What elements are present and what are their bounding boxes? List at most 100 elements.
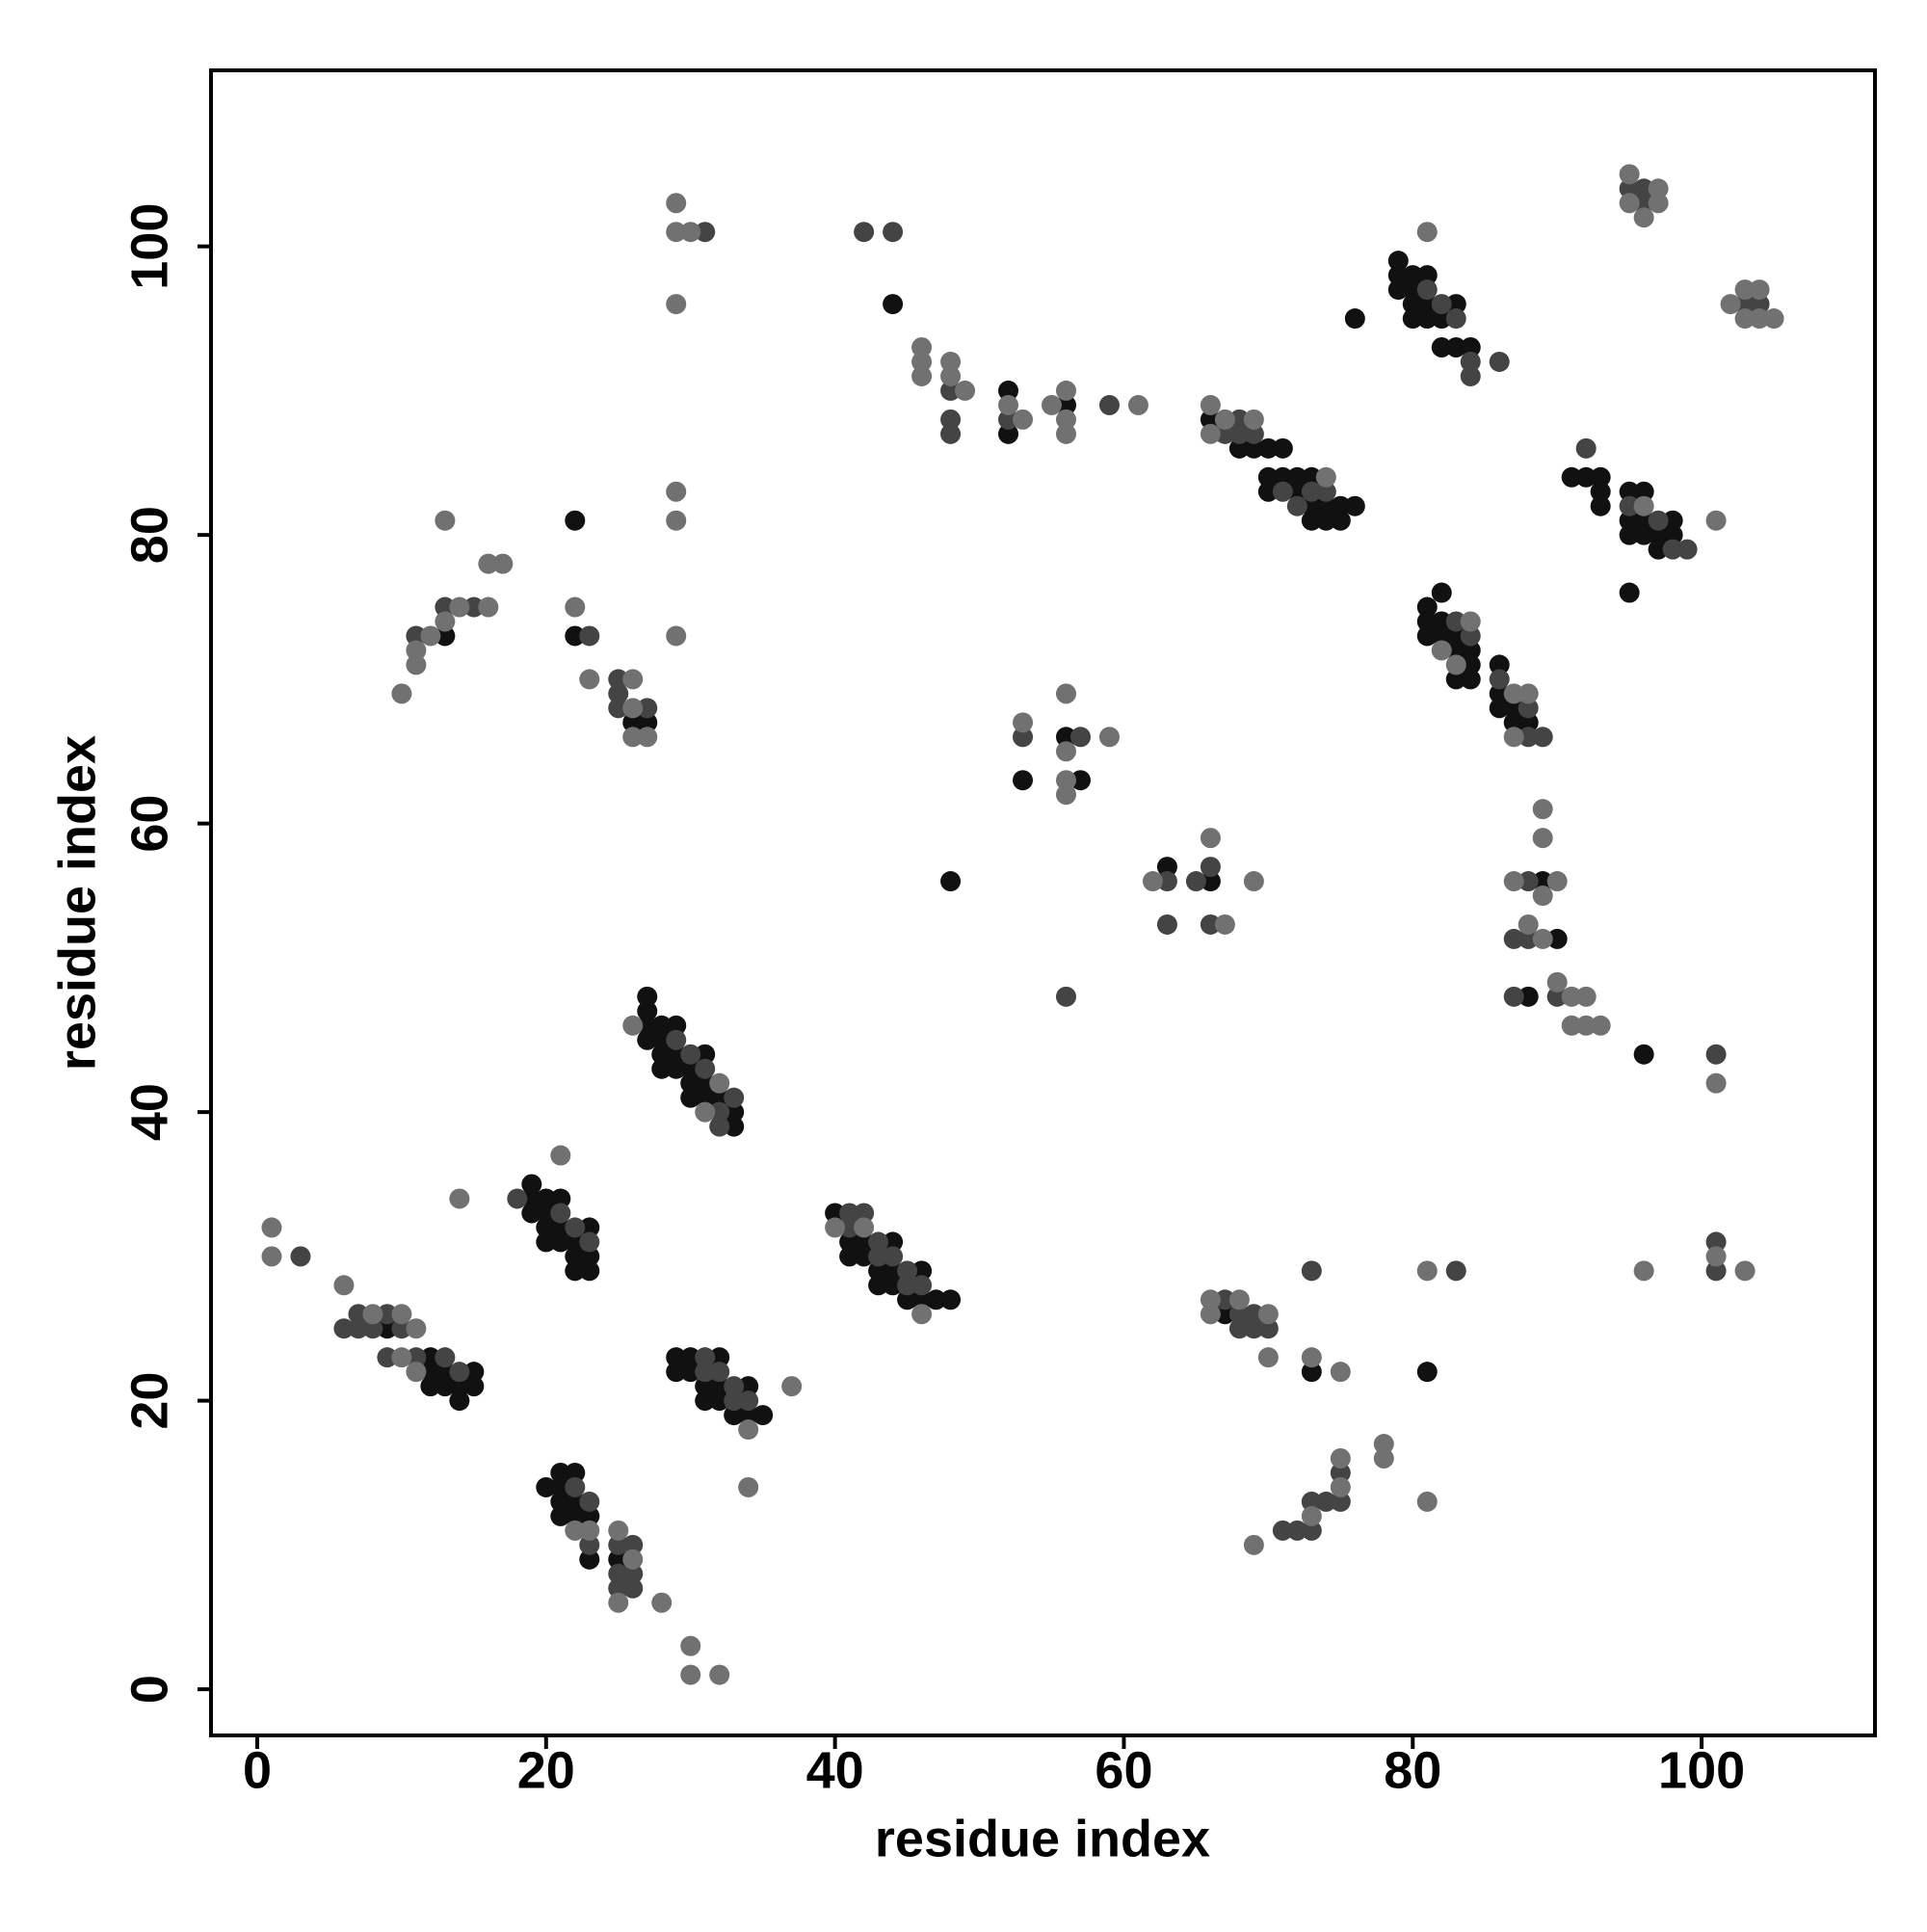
point: [1228, 1289, 1250, 1310]
point: [348, 1318, 369, 1339]
point: [680, 1664, 701, 1685]
point: [1445, 640, 1466, 661]
point: [709, 1376, 730, 1397]
point: [1705, 1260, 1727, 1282]
point: [1460, 625, 1481, 647]
point: [666, 1029, 687, 1050]
point: [1013, 770, 1034, 791]
point: [1013, 409, 1034, 430]
point: [911, 1260, 933, 1282]
point: [666, 222, 687, 243]
point: [666, 1347, 687, 1368]
point: [1561, 466, 1582, 488]
point: [1416, 294, 1438, 315]
point: [550, 1217, 571, 1238]
point: [1460, 365, 1481, 386]
point: [1272, 466, 1293, 488]
point: [1633, 510, 1654, 531]
point: [1055, 423, 1076, 444]
point: [449, 596, 470, 618]
point: [435, 1347, 456, 1368]
point: [1243, 1534, 1264, 1555]
point: [883, 1231, 904, 1253]
point: [1416, 1362, 1438, 1383]
point: [680, 1087, 701, 1108]
point: [622, 727, 644, 748]
point: [839, 1231, 860, 1253]
point: [637, 1000, 658, 1021]
point: [897, 1260, 918, 1282]
point: [911, 1289, 933, 1310]
point: [1301, 1260, 1322, 1282]
point: [565, 625, 586, 647]
point: [1373, 1434, 1394, 1455]
point: [1619, 582, 1640, 603]
point: [608, 1563, 629, 1584]
point: [738, 1376, 759, 1397]
point: [1344, 495, 1365, 516]
point: [1460, 611, 1481, 632]
point: [1416, 625, 1438, 647]
point: [883, 294, 904, 315]
point: [695, 1376, 716, 1397]
point: [940, 380, 962, 401]
point: [536, 1231, 557, 1253]
point: [1619, 178, 1640, 199]
point: [738, 1419, 759, 1441]
point: [1156, 857, 1177, 878]
point: [738, 1390, 759, 1412]
point: [839, 1217, 860, 1238]
x-tick-label: 20: [517, 1741, 575, 1799]
point: [1257, 1304, 1279, 1325]
point: [521, 1188, 542, 1209]
point: [709, 1347, 730, 1368]
point: [1214, 409, 1235, 430]
point: [709, 1390, 730, 1412]
x-tick-label: 100: [1658, 1741, 1745, 1799]
point: [839, 1203, 860, 1224]
point: [608, 698, 629, 719]
point: [1676, 539, 1698, 560]
point-group: [290, 178, 1770, 1599]
point: [1330, 510, 1351, 531]
point: [1575, 466, 1597, 488]
point: [1416, 611, 1438, 632]
point: [377, 1347, 398, 1368]
point: [1532, 799, 1553, 820]
point: [622, 1577, 644, 1599]
point: [1286, 466, 1307, 488]
point: [1257, 466, 1279, 488]
point: [579, 1246, 600, 1267]
point: [608, 1577, 629, 1599]
point: [550, 1145, 571, 1166]
point: [406, 1362, 427, 1383]
point: [406, 625, 427, 647]
point: [1416, 265, 1438, 286]
point: [695, 1347, 716, 1368]
point: [666, 1362, 687, 1383]
point: [579, 1217, 600, 1238]
point: [709, 1072, 730, 1094]
point: [1518, 698, 1539, 719]
point: [550, 1231, 571, 1253]
point: [1546, 971, 1568, 992]
point: [695, 1072, 716, 1094]
point: [1633, 207, 1654, 228]
y-tick-label: 40: [120, 1083, 178, 1141]
point: [868, 1260, 889, 1282]
point: [666, 1015, 687, 1036]
point: [1590, 495, 1611, 516]
point: [1590, 466, 1611, 488]
point: [565, 596, 586, 618]
point: [406, 654, 427, 675]
point: [1518, 928, 1539, 949]
point: [1200, 857, 1221, 878]
point: [261, 1217, 282, 1238]
point: [883, 1260, 904, 1282]
point: [478, 596, 499, 618]
point: [1330, 1462, 1351, 1483]
point: [1301, 1347, 1322, 1368]
point: [1041, 394, 1062, 415]
